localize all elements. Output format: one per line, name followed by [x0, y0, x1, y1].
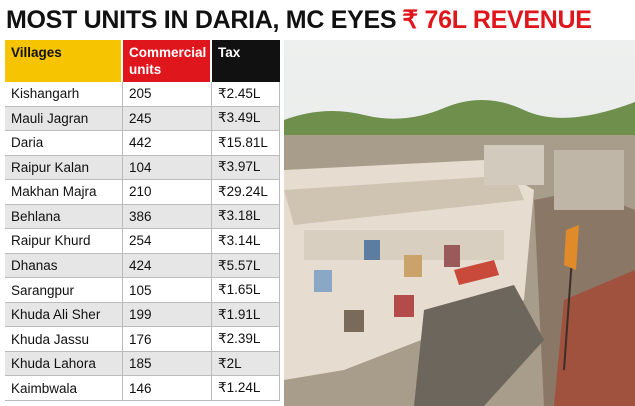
units-cell: 254 [123, 229, 212, 254]
units-cell: 245 [123, 106, 212, 132]
village-name: Daria [5, 131, 123, 156]
units-cell: 199 [123, 302, 212, 328]
units-cell: 146 [123, 376, 212, 401]
village-name: Kaimbwala [5, 376, 123, 401]
village-name: Khuda Jassu [5, 327, 123, 352]
village-name: Makhan Majra [5, 180, 123, 205]
village-name: Raipur Khurd [5, 229, 123, 254]
tax-cell: ₹1.24L [212, 376, 280, 401]
rooftop-photo [284, 40, 635, 406]
units-cell: 210 [123, 180, 212, 205]
village-name: Raipur Kalan [5, 155, 123, 181]
column-header: Villages [5, 40, 121, 82]
village-name: Sarangpur [5, 278, 123, 303]
units-cell: 386 [123, 204, 212, 230]
units-cell: 104 [123, 155, 212, 181]
units-cell: 176 [123, 327, 212, 352]
village-table: Villages Commercial units Tax Kishangarh 205… [5, 40, 280, 401]
units-cell: 424 [123, 253, 212, 279]
column-header: Tax [212, 40, 280, 82]
tax-cell: ₹15.81L [212, 131, 280, 156]
village-name: Behlana [5, 204, 123, 230]
units-cell: 185 [123, 351, 212, 377]
tax-cell: ₹3.14L [212, 229, 280, 254]
units-cell: 105 [123, 278, 212, 303]
village-name: Khuda Lahora [5, 351, 123, 377]
headline: MOST UNITS IN DARIA, MC EYES ₹ 76L REVENU… [6, 3, 592, 37]
tax-cell: ₹3.18L [212, 204, 280, 230]
headline-lead: MOST UNITS IN DARIA, MC EYES [6, 6, 397, 34]
tax-cell: ₹29.24L [212, 180, 280, 205]
village-name: Dhanas [5, 253, 123, 279]
tax-cell: ₹3.49L [212, 106, 280, 132]
tax-cell: ₹2.45L [212, 82, 280, 107]
headline-highlight: ₹ 76L REVENUE [402, 6, 592, 34]
units-cell: 442 [123, 131, 212, 156]
tax-cell: ₹2.39L [212, 327, 280, 352]
units-cell: 205 [123, 82, 212, 107]
tax-cell: ₹3.97L [212, 155, 280, 181]
column-header: Commercial units [123, 40, 210, 82]
tax-cell: ₹2L [212, 351, 280, 377]
village-name: Mauli Jagran [5, 106, 123, 132]
village-name: Khuda Ali Sher [5, 302, 123, 328]
tax-cell: ₹1.91L [212, 302, 280, 328]
tax-cell: ₹1.65L [212, 278, 280, 303]
village-name: Kishangarh [5, 82, 123, 107]
tax-cell: ₹5.57L [212, 253, 280, 279]
